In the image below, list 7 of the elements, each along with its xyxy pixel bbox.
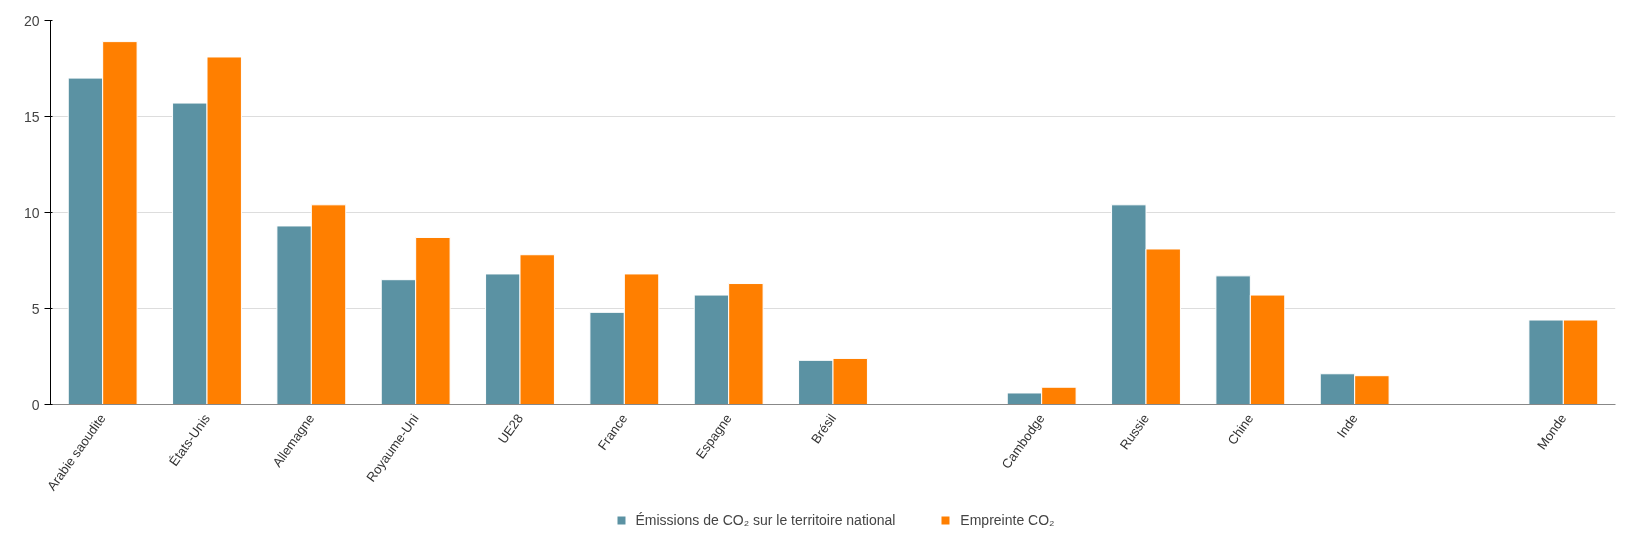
y-tick-label: 0 [31,396,40,413]
y-tick-label: 20 [23,12,40,29]
y-tick-label: 15 [23,108,40,125]
legend-label: Émissions de CO₂ sur le territoire national [635,512,896,528]
legend-label: Empreinte CO₂ [960,512,1055,528]
y-tick-label: 10 [23,204,40,221]
y-tick-label: 5 [31,300,40,317]
